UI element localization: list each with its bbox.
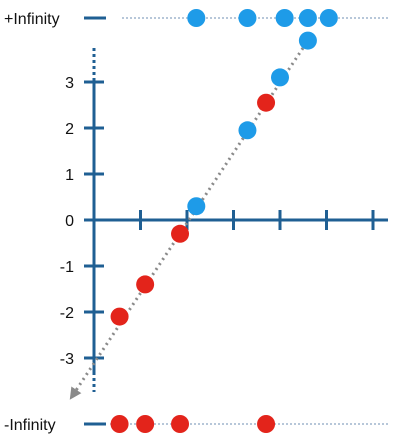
red-point	[110, 307, 129, 326]
y-tick-label: -1	[60, 259, 74, 276]
pos-infinity-point	[319, 9, 338, 27]
blue-point	[187, 197, 206, 216]
blue-point	[271, 68, 289, 87]
blue-point	[298, 31, 317, 50]
y-tick-label: 2	[65, 121, 74, 138]
y-tick-label: 1	[65, 167, 74, 184]
infinity-points	[110, 9, 338, 433]
neg-infinity-point	[257, 415, 276, 433]
y-tick-label: 3	[65, 75, 74, 92]
pos-infinity-point	[298, 9, 317, 27]
y-tick-label: -2	[60, 305, 74, 322]
pos-infinity-point	[238, 9, 257, 27]
y-tick-label: -3	[60, 351, 74, 368]
trend-arrow	[69, 35, 312, 400]
red-point	[171, 224, 190, 243]
red-point	[136, 275, 155, 294]
pos-infinity-point	[187, 9, 206, 27]
y-tick-label: 0	[65, 213, 74, 230]
neg-infinity-point	[136, 415, 155, 433]
pos-infinity-label: +Infinity	[4, 11, 60, 28]
data-points	[110, 31, 317, 326]
neg-infinity-point	[110, 415, 129, 433]
neg-infinity-label: -Infinity	[4, 417, 56, 434]
neg-infinity-point	[171, 415, 190, 433]
y-axis-ticks: 3 2 1 0 -1 -2 -3	[60, 75, 104, 368]
pos-infinity-point	[275, 9, 294, 27]
blue-point	[238, 121, 257, 140]
red-point	[257, 93, 276, 112]
